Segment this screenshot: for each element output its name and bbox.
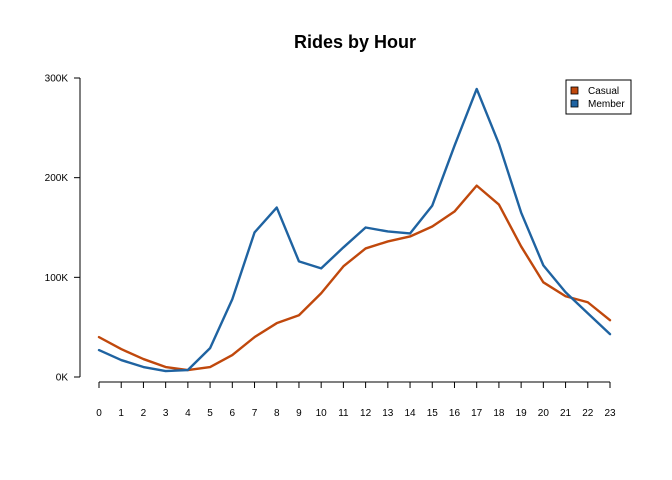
x-tick-label: 13 <box>382 408 394 419</box>
x-tick-label: 19 <box>516 408 528 419</box>
x-axis: 0 1 2 3 4 5 6 7 8 9 10 11 12 13 14 15 16 17 18 19 20 21 22 23 <box>96 381 616 419</box>
legend-box <box>565 79 632 115</box>
x-tick-label: 5 <box>207 408 213 419</box>
x-tick-label: 12 <box>360 408 372 419</box>
x-tick-label: 11 <box>338 408 349 419</box>
legend-swatch-member <box>570 99 579 108</box>
x-tick-label: 8 <box>274 408 280 419</box>
chart-title: Rides by Hour <box>294 32 416 52</box>
series-line-member <box>97 87 612 373</box>
y-tick-label: 300K <box>45 74 69 85</box>
x-tick-label: 2 <box>141 408 147 419</box>
x-tick-label: 10 <box>316 408 328 419</box>
legend-label-casual: Casual <box>588 86 619 97</box>
x-tick-label: 15 <box>427 408 439 419</box>
x-tick-label: 9 <box>296 408 302 419</box>
x-tick-label: 1 <box>118 408 124 419</box>
x-tick-label: 23 <box>604 408 616 419</box>
x-tick-label: 21 <box>560 408 572 419</box>
y-axis: 0K 100K 200K 300K <box>45 74 81 384</box>
x-tick-label: 16 <box>449 408 461 419</box>
y-tick-label: 100K <box>45 273 69 284</box>
series-line-casual <box>97 184 612 372</box>
x-tick-label: 0 <box>96 408 102 419</box>
x-tick-label: 20 <box>538 408 550 419</box>
y-tick-label: 0K <box>56 373 69 384</box>
x-tick-label: 4 <box>185 408 191 419</box>
x-tick-label: 14 <box>404 408 416 419</box>
y-tick-label: 200K <box>45 173 69 184</box>
x-tick-label: 3 <box>163 408 169 419</box>
x-tick-label: 6 <box>230 408 236 419</box>
series-layer <box>97 87 612 373</box>
x-tick-label: 22 <box>582 408 594 419</box>
legend-label-member: Member <box>588 99 625 110</box>
x-tick-label: 18 <box>493 408 505 419</box>
x-tick-label: 7 <box>252 408 258 419</box>
legend: Casual Member <box>565 79 632 115</box>
legend-swatch-casual <box>570 86 579 95</box>
x-tick-label: 17 <box>471 408 483 419</box>
